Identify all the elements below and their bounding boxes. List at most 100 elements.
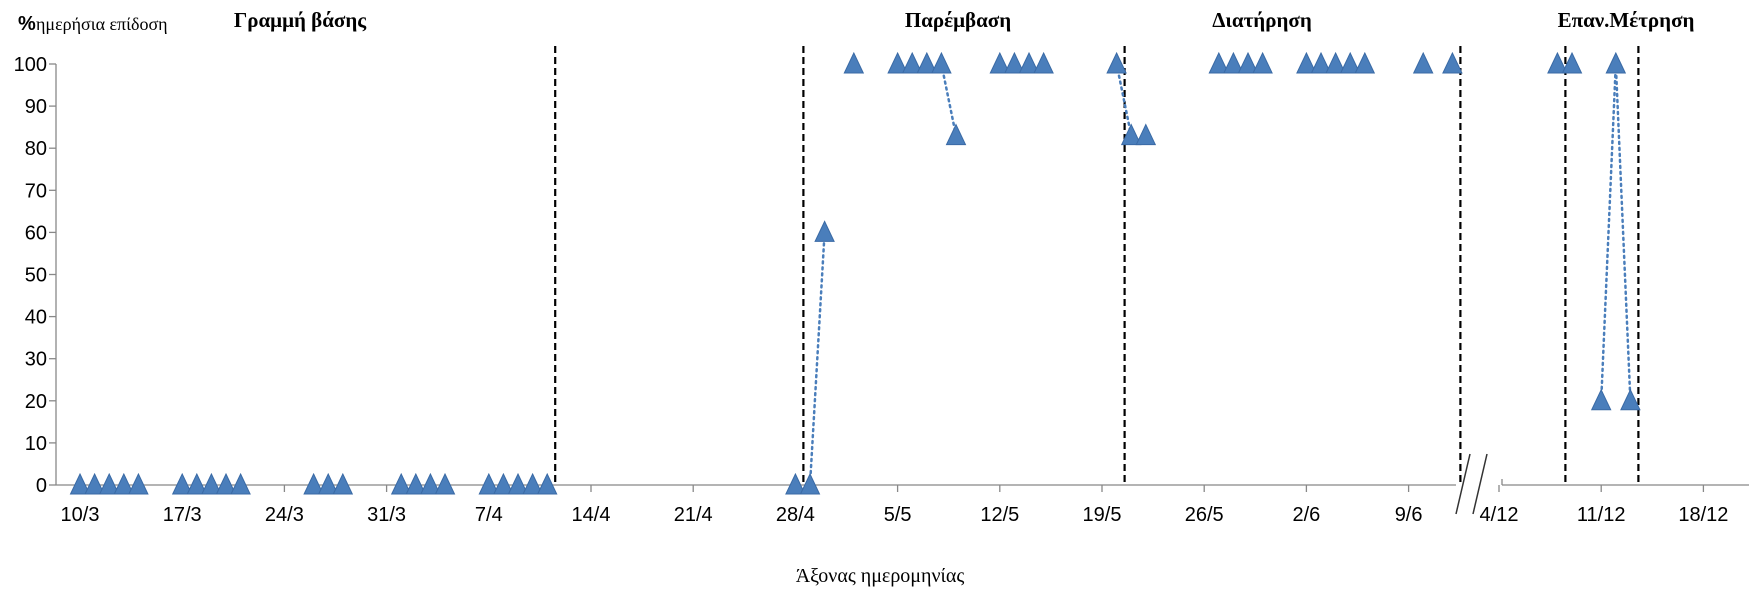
data-point <box>785 472 806 495</box>
x-axis-label: Άξονας ημερομηνίας <box>796 565 965 587</box>
data-point <box>332 472 354 495</box>
data-point <box>1018 51 1040 74</box>
x-tick-label: 18/12 <box>1678 504 1728 526</box>
y-tick-label: 10 <box>25 433 47 455</box>
data-point <box>1004 51 1025 74</box>
y-axis-label: ημερήσια επίδοση <box>36 14 168 34</box>
data-point <box>945 123 967 146</box>
y-tick-label: 90 <box>25 96 47 118</box>
data-point <box>113 472 135 495</box>
data-point <box>128 472 149 495</box>
data-point <box>1325 51 1346 74</box>
series-line-layer <box>808 62 1632 487</box>
data-point <box>390 472 412 495</box>
data-point <box>1442 51 1463 74</box>
data-point <box>186 472 208 495</box>
x-tick-label: 7/4 <box>475 504 503 526</box>
x-tick-label: 5/5 <box>884 504 912 526</box>
data-point <box>901 51 923 74</box>
data-point <box>1223 51 1244 74</box>
data-point <box>230 472 251 495</box>
data-point <box>215 472 237 495</box>
axes-layer: 0 10 20 30 40 50 60 70 80 90 100 10/3 17/3 24/3 31/3 7/… <box>14 54 1749 526</box>
y-tick-label: 40 <box>25 307 47 329</box>
phase-label-intervention: Παρέμβαση <box>905 8 1011 32</box>
y-tick-label: 70 <box>25 180 47 202</box>
x-tick-label: 14/4 <box>572 504 611 526</box>
x-tick-label: 2/6 <box>1292 504 1320 526</box>
x-tick-label: 31/3 <box>367 504 406 526</box>
phase-label-remeasurement: Επαν.Μέτρηση <box>1558 8 1695 32</box>
data-point <box>931 51 952 74</box>
x-tick-label: 12/5 <box>980 504 1019 526</box>
data-point <box>843 51 865 74</box>
y-tick-label: 0 <box>36 475 47 497</box>
data-point <box>1296 51 1317 74</box>
data-point <box>1620 388 1641 411</box>
data-point <box>201 472 222 495</box>
x-tick-label: 11/12 <box>1577 504 1626 526</box>
data-point <box>1208 51 1230 74</box>
x-tick-label: 24/3 <box>265 504 304 526</box>
series-line-segment <box>808 231 826 487</box>
data-point <box>1605 51 1627 74</box>
data-point <box>84 472 105 495</box>
data-point <box>405 472 427 495</box>
series-line-segment <box>1599 62 1618 403</box>
data-point <box>814 220 835 242</box>
data-point <box>317 472 339 495</box>
y-tick-label: 50 <box>25 265 47 287</box>
data-point <box>478 472 500 495</box>
data-point <box>799 472 821 495</box>
x-tick-label: 10/3 <box>61 504 100 526</box>
data-point <box>69 472 91 495</box>
data-point <box>303 472 324 495</box>
y-tick-label: 60 <box>25 222 47 244</box>
x-tick-label: 9/6 <box>1395 504 1423 526</box>
series-line-segment <box>1614 62 1632 403</box>
y-axis-label-percent: % <box>18 13 36 35</box>
phase-label-maintenance: Διατήρηση <box>1212 8 1312 32</box>
phase-lines-layer <box>554 46 1640 485</box>
series-line-segment <box>1115 62 1133 137</box>
data-point <box>1354 51 1376 74</box>
data-point <box>493 472 514 495</box>
data-point <box>1135 123 1157 146</box>
data-point <box>1252 51 1273 74</box>
data-point <box>1033 51 1054 74</box>
axis-break-mark <box>1472 453 1488 515</box>
data-point <box>916 51 938 74</box>
data-point <box>507 472 529 495</box>
y-tick-label: 20 <box>25 391 47 413</box>
data-point <box>1339 51 1361 74</box>
data-point <box>98 472 120 495</box>
data-point <box>1310 51 1332 74</box>
phase-label-baseline: Γραμμή βάσης <box>234 8 367 32</box>
x-tick-label: 28/4 <box>776 504 815 526</box>
labels-layer: % ημερήσια επίδοση Άξονας ημερομηνίας Γρ… <box>18 8 1694 587</box>
data-point <box>1561 51 1583 74</box>
y-tick-label: 80 <box>25 138 47 160</box>
x-tick-label: 26/5 <box>1185 504 1224 526</box>
data-points-layer <box>69 51 1641 495</box>
data-point <box>171 472 193 495</box>
axis-break-mark <box>1455 453 1471 515</box>
data-point <box>989 51 1011 74</box>
y-tick-label: 30 <box>25 349 47 371</box>
data-point <box>536 472 558 495</box>
data-point <box>887 51 908 74</box>
x-tick-label: 17/3 <box>163 504 202 526</box>
data-point <box>1412 51 1434 74</box>
series-line-segment <box>940 62 958 137</box>
data-point <box>434 472 456 495</box>
x-tick-label: 21/4 <box>674 504 713 526</box>
x-tick-label: 4/12 <box>1480 504 1519 526</box>
data-point <box>1547 51 1568 74</box>
data-point <box>1590 388 1612 411</box>
data-point <box>522 472 543 495</box>
data-point <box>1120 123 1142 146</box>
data-point <box>1237 51 1259 74</box>
data-point <box>1106 51 1127 74</box>
data-point <box>420 472 441 495</box>
